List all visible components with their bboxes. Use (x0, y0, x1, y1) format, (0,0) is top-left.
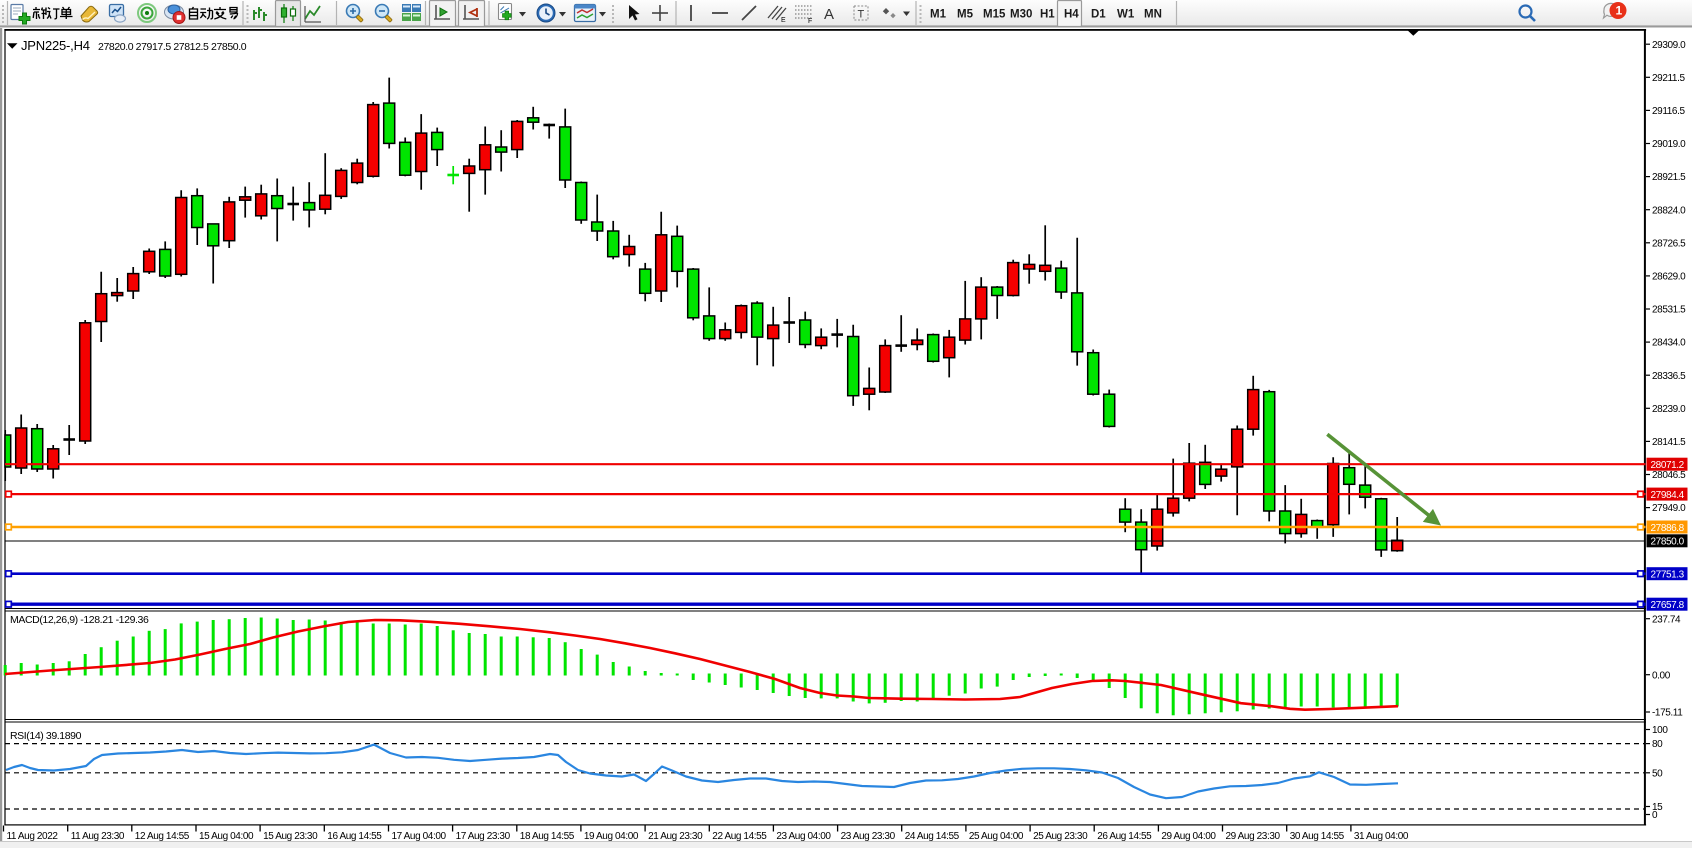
svg-text:30 Aug 14:55: 30 Aug 14:55 (1290, 831, 1345, 842)
svg-text:19 Aug 04:00: 19 Aug 04:00 (584, 831, 639, 842)
svg-text:29309.0: 29309.0 (1652, 40, 1686, 51)
svg-text:11 Aug 2022: 11 Aug 2022 (7, 831, 59, 842)
svg-text:28629.0: 28629.0 (1652, 272, 1686, 283)
svg-text:28046.5: 28046.5 (1652, 470, 1686, 481)
svg-text:29 Aug 04:00: 29 Aug 04:00 (1161, 831, 1216, 842)
svg-text:0.00: 0.00 (1652, 670, 1671, 681)
svg-text:26 Aug 14:55: 26 Aug 14:55 (1097, 831, 1152, 842)
svg-text:12 Aug 14:55: 12 Aug 14:55 (135, 831, 190, 842)
svg-text:28434.0: 28434.0 (1652, 338, 1686, 349)
svg-text:29 Aug 23:30: 29 Aug 23:30 (1226, 831, 1281, 842)
svg-text:29211.5: 29211.5 (1652, 73, 1685, 84)
svg-text:16 Aug 14:55: 16 Aug 14:55 (327, 831, 382, 842)
svg-text:21 Aug 23:30: 21 Aug 23:30 (648, 831, 703, 842)
svg-text:27886.8: 27886.8 (1651, 523, 1685, 534)
svg-text:31 Aug 04:00: 31 Aug 04:00 (1354, 831, 1409, 842)
svg-text:23 Aug 04:00: 23 Aug 04:00 (776, 831, 831, 842)
svg-text:MN: MN (1144, 9, 1162, 21)
svg-text:25 Aug 23:30: 25 Aug 23:30 (1033, 831, 1088, 842)
svg-text:50: 50 (1652, 768, 1663, 779)
svg-text:M1: M1 (930, 9, 947, 21)
svg-text:M30: M30 (1010, 9, 1032, 21)
svg-text:17 Aug 23:30: 17 Aug 23:30 (456, 831, 511, 842)
svg-text:15 Aug 23:30: 15 Aug 23:30 (263, 831, 318, 842)
svg-text:A: A (824, 6, 834, 23)
svg-text:29019.0: 29019.0 (1652, 139, 1686, 150)
svg-text:27751.3: 27751.3 (1651, 570, 1685, 581)
svg-text:27820.0 27917.5 27812.5 27850.: 27820.0 27917.5 27812.5 27850.0 (98, 41, 247, 53)
svg-text:28336.5: 28336.5 (1652, 371, 1686, 382)
svg-text:MACD(12,26,9) -128.21 -129.36: MACD(12,26,9) -128.21 -129.36 (10, 614, 149, 626)
svg-text:T: T (858, 9, 865, 21)
svg-text:H1: H1 (1040, 9, 1055, 21)
svg-text:28531.5: 28531.5 (1652, 305, 1686, 316)
svg-text:25 Aug 04:00: 25 Aug 04:00 (969, 831, 1024, 842)
svg-text:22 Aug 14:55: 22 Aug 14:55 (712, 831, 767, 842)
svg-text:D1: D1 (1091, 9, 1106, 21)
svg-text:28921.5: 28921.5 (1652, 172, 1686, 183)
svg-text:F: F (808, 18, 812, 25)
svg-text:27984.4: 27984.4 (1651, 490, 1685, 501)
svg-text:23 Aug 23:30: 23 Aug 23:30 (841, 831, 896, 842)
svg-text:18 Aug 14:55: 18 Aug 14:55 (520, 831, 575, 842)
svg-text:28071.2: 28071.2 (1651, 460, 1685, 471)
svg-text:1: 1 (1616, 4, 1623, 18)
svg-text:17 Aug 04:00: 17 Aug 04:00 (392, 831, 447, 842)
svg-text:27850.0: 27850.0 (1651, 537, 1685, 548)
svg-text:-175.11: -175.11 (1652, 708, 1683, 719)
svg-text:80: 80 (1652, 739, 1663, 750)
svg-text:15: 15 (1652, 802, 1663, 813)
svg-text:0: 0 (1652, 810, 1658, 821)
svg-text:24 Aug 14:55: 24 Aug 14:55 (905, 831, 960, 842)
svg-text:RSI(14) 39.1890: RSI(14) 39.1890 (10, 730, 82, 742)
svg-text:237.74: 237.74 (1652, 614, 1681, 625)
svg-text:27949.0: 27949.0 (1652, 503, 1686, 514)
svg-text:E: E (781, 17, 786, 24)
svg-text:M5: M5 (957, 9, 974, 21)
svg-text:28239.0: 28239.0 (1652, 404, 1686, 415)
svg-text:15 Aug 04:00: 15 Aug 04:00 (199, 831, 254, 842)
svg-text:28726.5: 28726.5 (1652, 238, 1686, 249)
svg-text:H4: H4 (1064, 9, 1079, 21)
svg-text:11 Aug 23:30: 11 Aug 23:30 (71, 831, 125, 842)
svg-text:W1: W1 (1117, 9, 1135, 21)
svg-text:27657.8: 27657.8 (1651, 600, 1685, 611)
svg-text:29116.5: 29116.5 (1652, 106, 1685, 117)
svg-text:M15: M15 (983, 9, 1006, 21)
svg-text:JPN225-,H4: JPN225-,H4 (21, 38, 90, 53)
svg-text:28824.0: 28824.0 (1652, 205, 1686, 216)
svg-text:28141.5: 28141.5 (1652, 437, 1686, 448)
svg-text:100: 100 (1652, 725, 1668, 736)
